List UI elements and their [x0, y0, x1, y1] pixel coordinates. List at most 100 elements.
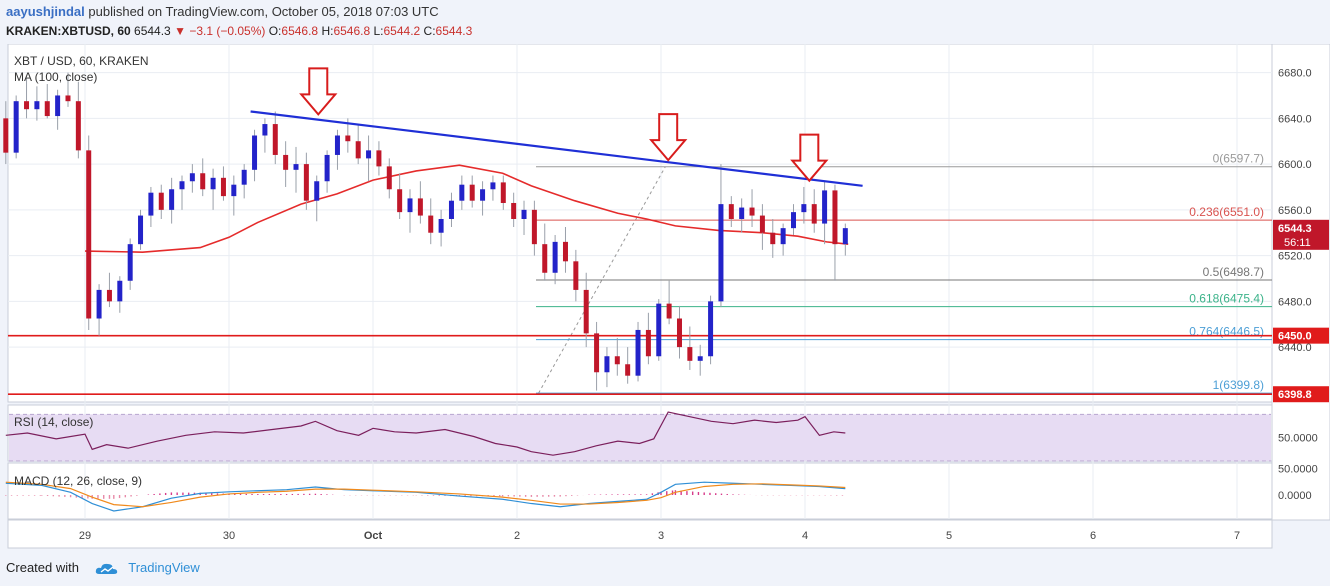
tradingview-link[interactable]: TradingView	[128, 560, 200, 575]
candle-body	[252, 135, 258, 170]
macd-line	[5, 481, 846, 512]
candle-body	[842, 228, 848, 245]
price-tick-label: 6440.0	[1278, 342, 1312, 354]
candle-body	[469, 184, 475, 201]
candle-body	[169, 189, 175, 210]
price-tick-label: 6520.0	[1278, 251, 1312, 263]
candle-body	[614, 356, 620, 365]
fib-level-label: 0.236(6551.0)	[1189, 205, 1264, 219]
main-pane-title: XBT / USD, 60, KRAKEN	[14, 54, 149, 68]
fibonacci-retracement: 0(6597.7) 0.236(6551.0) 0.5(6498.7) 0.618(6…	[536, 152, 1272, 394]
candle-body	[345, 135, 351, 142]
candle-body	[531, 209, 537, 245]
candle-body	[34, 101, 40, 110]
candle-body	[728, 204, 734, 219]
candle-body	[334, 135, 340, 155]
candle-body	[96, 289, 102, 319]
candle-body	[490, 182, 496, 190]
candle-body	[697, 356, 703, 361]
time-axis-labels: 29 30 Oct 2 3 4 5 6 7	[79, 530, 1240, 542]
candle-body	[210, 177, 216, 190]
macd-tick-label: 0.0000	[1278, 490, 1312, 502]
last-price: 6544.3	[134, 24, 171, 38]
candle-body	[759, 215, 765, 233]
fib-level-label: 1(6399.8)	[1213, 378, 1264, 392]
candle-body	[324, 154, 330, 182]
candle-body	[552, 241, 558, 273]
down-triangle-icon: ▼	[174, 24, 186, 38]
fib-level-label: 0(6597.7)	[1213, 152, 1264, 166]
candle-body	[158, 192, 164, 210]
candle-body	[417, 198, 423, 216]
candle-body	[438, 218, 444, 233]
candle-body	[75, 101, 81, 151]
published-text: published on TradingView.com, October 05…	[88, 4, 439, 19]
price-tick-label: 6680.0	[1278, 68, 1312, 80]
ma-legend: MA (100, close)	[14, 70, 97, 84]
macd-pane[interactable]	[7, 462, 1273, 520]
candle-body	[13, 101, 19, 153]
ma-line	[84, 164, 849, 253]
close-label: C:	[423, 24, 436, 38]
candle-body	[355, 141, 361, 159]
candle-body	[583, 289, 589, 334]
time-tick-label: 6	[1090, 530, 1096, 542]
candle-body	[656, 303, 662, 357]
open-value: 6546.8	[281, 24, 319, 38]
candle-body	[676, 318, 682, 348]
candle-body	[521, 209, 527, 219]
candle-body	[511, 202, 517, 219]
candle-body	[625, 364, 631, 376]
candle-body	[790, 212, 796, 229]
time-tick-label: 7	[1234, 530, 1240, 542]
candle-body	[542, 244, 548, 273]
candle-body	[718, 204, 724, 302]
candle-body	[822, 190, 828, 224]
low-label: L:	[373, 24, 384, 38]
candle-body	[397, 189, 403, 213]
resistance-trendline	[250, 110, 863, 187]
candle-body	[86, 150, 92, 319]
candle-body	[666, 303, 672, 319]
candle-body	[303, 164, 309, 201]
price-label-box	[1273, 327, 1329, 344]
candle-body	[459, 184, 465, 201]
candle-body	[448, 200, 454, 219]
candle-body	[594, 333, 600, 373]
rsi-indicator: 50.0000	[5, 411, 1318, 462]
candles	[3, 72, 848, 391]
candle-body	[562, 241, 568, 262]
down-arrow-icon	[790, 133, 829, 183]
price-tick-label: 6640.0	[1278, 113, 1312, 125]
time-tick-label: 30	[223, 530, 235, 542]
time-axis[interactable]	[7, 519, 1273, 549]
candle-body	[44, 101, 50, 117]
price-label-text: 6544.3	[1278, 223, 1312, 235]
candle-body	[811, 204, 817, 224]
time-tick-label: 3	[658, 530, 664, 542]
high-value: 6546.8	[333, 24, 371, 38]
candle-body	[231, 184, 237, 197]
tradingview-cloud-icon	[95, 563, 117, 574]
chart-area[interactable]: 0(6597.7) 0.236(6551.0) 0.5(6498.7) 0.618(6…	[0, 44, 1330, 556]
candle-body	[262, 124, 268, 136]
created-with-label: Created with	[6, 560, 79, 575]
price-tick-label: 6600.0	[1278, 159, 1312, 171]
price-axis-labels: 6440.0 6480.0 6520.0 6560.0 6600.0 6640.0 6680…	[1278, 68, 1312, 355]
candle-body	[179, 181, 185, 190]
rsi-band	[9, 414, 1271, 461]
candle-body	[708, 301, 714, 357]
price-label-box	[1273, 219, 1329, 250]
candle-body	[272, 124, 278, 155]
author-link[interactable]: aayushjindal	[6, 4, 85, 19]
close-value: 6544.3	[435, 24, 473, 38]
time-tick-label: 29	[79, 530, 91, 542]
candle-body	[480, 189, 486, 201]
candle-body	[500, 182, 506, 203]
down-arrow-icon	[299, 67, 338, 116]
price-axis[interactable]	[1271, 44, 1330, 521]
candle-body	[428, 215, 434, 233]
rsi-line	[5, 411, 846, 456]
down-arrow-icon	[649, 113, 688, 162]
candle-body	[366, 150, 372, 159]
